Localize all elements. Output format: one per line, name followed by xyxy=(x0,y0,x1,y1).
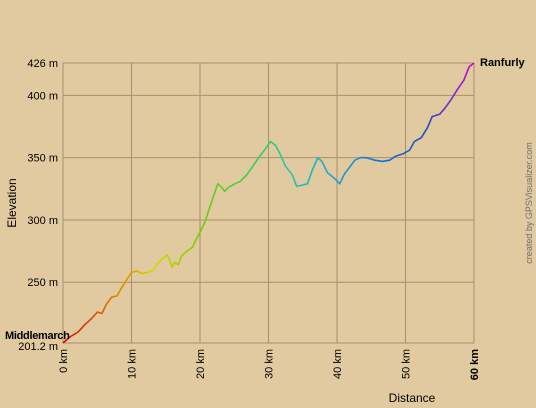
x-tick-label: 10 km xyxy=(127,349,139,379)
x-axis-label: Distance xyxy=(389,391,436,405)
x-tick-label: 0 km xyxy=(58,349,70,373)
elevation-line xyxy=(62,62,475,344)
y-tick-label: 201.2 m xyxy=(18,341,58,353)
x-tick-label: 60 km xyxy=(469,349,481,380)
credit: created by GPSVisualizer.com xyxy=(524,142,534,263)
y-tick-label: 250 m xyxy=(27,277,58,289)
y-tick-label: 400 m xyxy=(27,90,58,102)
x-tick-label: 20 km xyxy=(195,349,207,379)
x-tick-label: 40 km xyxy=(332,349,344,379)
x-tick-label: 30 km xyxy=(264,349,276,379)
y-tick-label: 426 m xyxy=(27,58,58,70)
end-label: Ranfurly xyxy=(480,57,526,69)
y-axis-label: Elevation xyxy=(5,178,19,227)
y-tick-label: 300 m xyxy=(27,215,58,227)
y-tick-label: 350 m xyxy=(27,153,58,165)
start-label: Middlemarch xyxy=(5,330,70,342)
x-tick-label: 50 km xyxy=(401,349,413,379)
